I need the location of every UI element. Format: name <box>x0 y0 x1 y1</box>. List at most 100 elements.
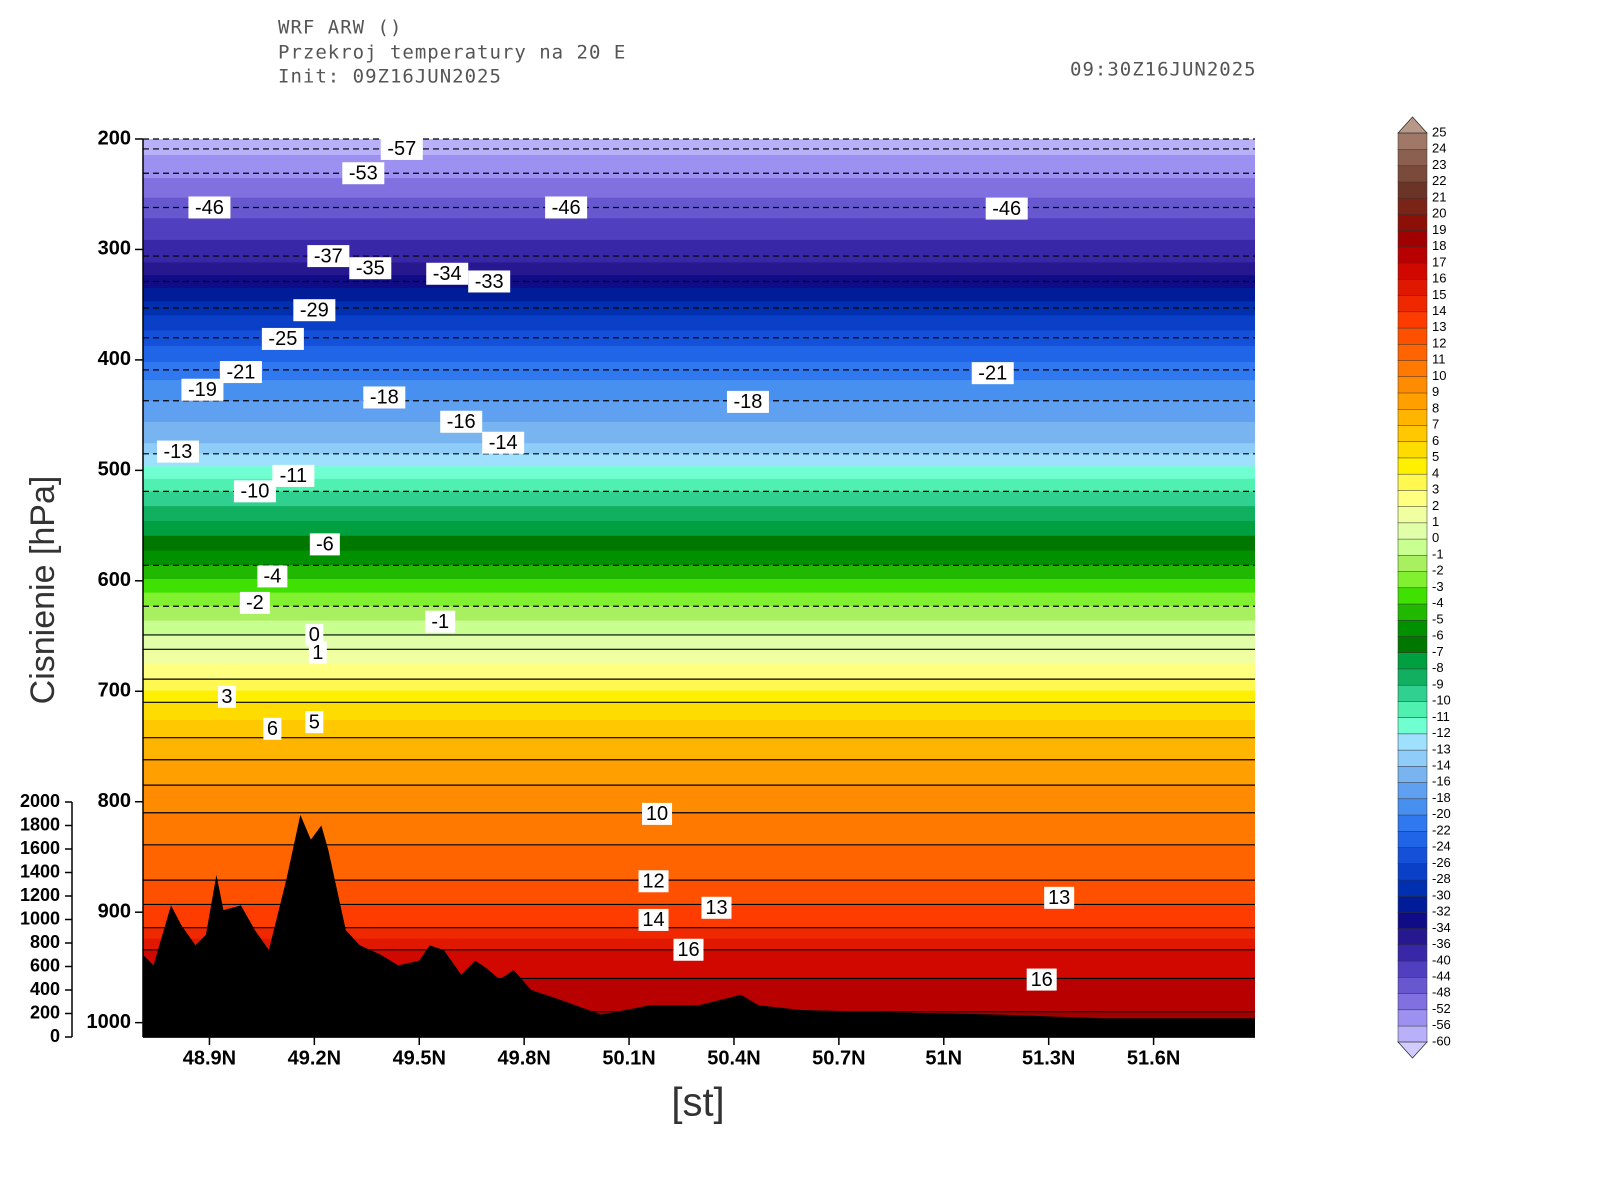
contour-label: -37 <box>314 245 343 267</box>
colorbar-band <box>1397 343 1428 361</box>
contour-label-box <box>257 565 288 588</box>
colorbar-label: -44 <box>1432 969 1451 984</box>
colorbar-band <box>1397 571 1428 589</box>
contour-label: -21 <box>978 362 1007 384</box>
colorbar-label: -30 <box>1432 887 1451 902</box>
colorbar-band <box>1397 668 1428 686</box>
colorbar-label: -48 <box>1432 985 1451 1000</box>
contour-label: -46 <box>992 198 1021 220</box>
contour-label-box <box>239 591 270 614</box>
colorbar-label: 1 <box>1432 514 1439 529</box>
colorbar-band <box>1397 132 1428 150</box>
temperature-band <box>143 178 1255 199</box>
colorbar-label: 17 <box>1432 254 1446 269</box>
temperature-band <box>143 262 1255 276</box>
colorbar-label: 19 <box>1432 222 1446 237</box>
y2-tick-label: 800 <box>30 932 60 952</box>
temperature-band <box>143 679 1255 692</box>
colorbar-label: -2 <box>1432 563 1444 578</box>
valid-time: 09:30Z16JUN2025 <box>1070 59 1257 81</box>
colorbar-band <box>1397 798 1428 816</box>
x-tick-label: 49.5N <box>393 1047 446 1069</box>
colorbar-label: 20 <box>1432 206 1446 221</box>
contour-label: -21 <box>226 361 255 383</box>
y2-tick-label: 1000 <box>20 908 60 928</box>
colorbar-band <box>1397 376 1428 394</box>
colorbar-band <box>1397 911 1428 929</box>
colorbar-label: 22 <box>1432 173 1446 188</box>
contour-label-box <box>349 257 392 280</box>
colorbar-over <box>1397 116 1428 134</box>
x-tick-label: 48.9N <box>183 1047 236 1069</box>
colorbar-band <box>1397 830 1428 848</box>
colorbar-band <box>1397 148 1428 167</box>
colorbar-band <box>1397 489 1428 507</box>
contour-label: -25 <box>268 328 297 350</box>
temperature-band <box>143 620 1255 636</box>
temperature-band <box>143 520 1255 537</box>
temperature-band <box>143 421 1255 444</box>
x-tick-label: 50.7N <box>812 1047 865 1069</box>
contour-label-box <box>985 197 1028 220</box>
x-tick-label: 49.2N <box>288 1047 341 1069</box>
temperature-band <box>143 197 1255 219</box>
colorbar-label: -36 <box>1432 936 1451 951</box>
colorbar-label: -14 <box>1432 757 1451 772</box>
contour-label-box <box>425 610 456 633</box>
colorbar-band <box>1397 765 1428 783</box>
temperature-band <box>143 491 1255 507</box>
contour-label: -18 <box>370 387 399 409</box>
colorbar-band <box>1397 392 1428 410</box>
contour-label: 12 <box>642 871 664 893</box>
colorbar-label: 11 <box>1432 352 1446 367</box>
contour-label: -53 <box>349 163 378 185</box>
colorbar-band <box>1397 538 1428 556</box>
colorbar-label: -5 <box>1432 611 1444 626</box>
temperature-band <box>143 139 1255 156</box>
terrain <box>143 814 1255 1037</box>
colorbar-band <box>1397 782 1428 800</box>
contour-label-box <box>468 270 511 293</box>
contour-label: 6 <box>267 718 278 740</box>
colorbar-label: -9 <box>1432 676 1444 691</box>
colorbar-label: -22 <box>1432 822 1451 837</box>
colorbar-band <box>1397 928 1428 946</box>
contour-label: -19 <box>188 379 217 401</box>
temperature-band <box>143 785 1255 814</box>
title-line: WRF ARW () <box>278 17 402 39</box>
contour-label-box <box>380 137 423 160</box>
colorbar-label: -32 <box>1432 904 1451 919</box>
contour-label: -14 <box>489 432 518 454</box>
contour-label: -2 <box>246 592 264 614</box>
colorbar-band <box>1397 441 1428 459</box>
colorbar-label: 13 <box>1432 319 1446 334</box>
colorbar-band <box>1397 603 1428 621</box>
colorbar-label: 23 <box>1432 157 1446 172</box>
colorbar-label: 15 <box>1432 287 1446 302</box>
colorbar-band <box>1397 311 1428 329</box>
y-axis-label: Cisnienie [hPa] <box>24 476 62 705</box>
temperature-band <box>143 239 1255 264</box>
contour-label-box <box>309 533 340 556</box>
temperature-band <box>143 478 1255 492</box>
y-tick-label: 700 <box>98 680 131 702</box>
y-tick-label: 400 <box>98 348 131 370</box>
colorbar-label: 25 <box>1432 124 1446 139</box>
title-line: Init: 09Z16JUN2025 <box>278 66 502 88</box>
y-tick-label: 500 <box>98 459 131 481</box>
colorbar-label: -12 <box>1432 725 1451 740</box>
contour-label-box <box>638 870 669 893</box>
colorbar-band <box>1397 197 1428 215</box>
contour-label: -46 <box>195 197 224 219</box>
colorbar-band <box>1397 554 1428 572</box>
colorbar-label: -6 <box>1432 628 1444 643</box>
colorbar-band <box>1397 408 1428 426</box>
colorbar-label: 10 <box>1432 368 1446 383</box>
colorbar-band <box>1397 473 1428 491</box>
temperature-band <box>143 288 1255 302</box>
colorbar-label: 6 <box>1432 433 1439 448</box>
colorbar-band <box>1397 230 1428 248</box>
temperature-band <box>143 400 1255 423</box>
colorbar-label: 5 <box>1432 449 1439 464</box>
contour-label: -18 <box>734 391 763 413</box>
